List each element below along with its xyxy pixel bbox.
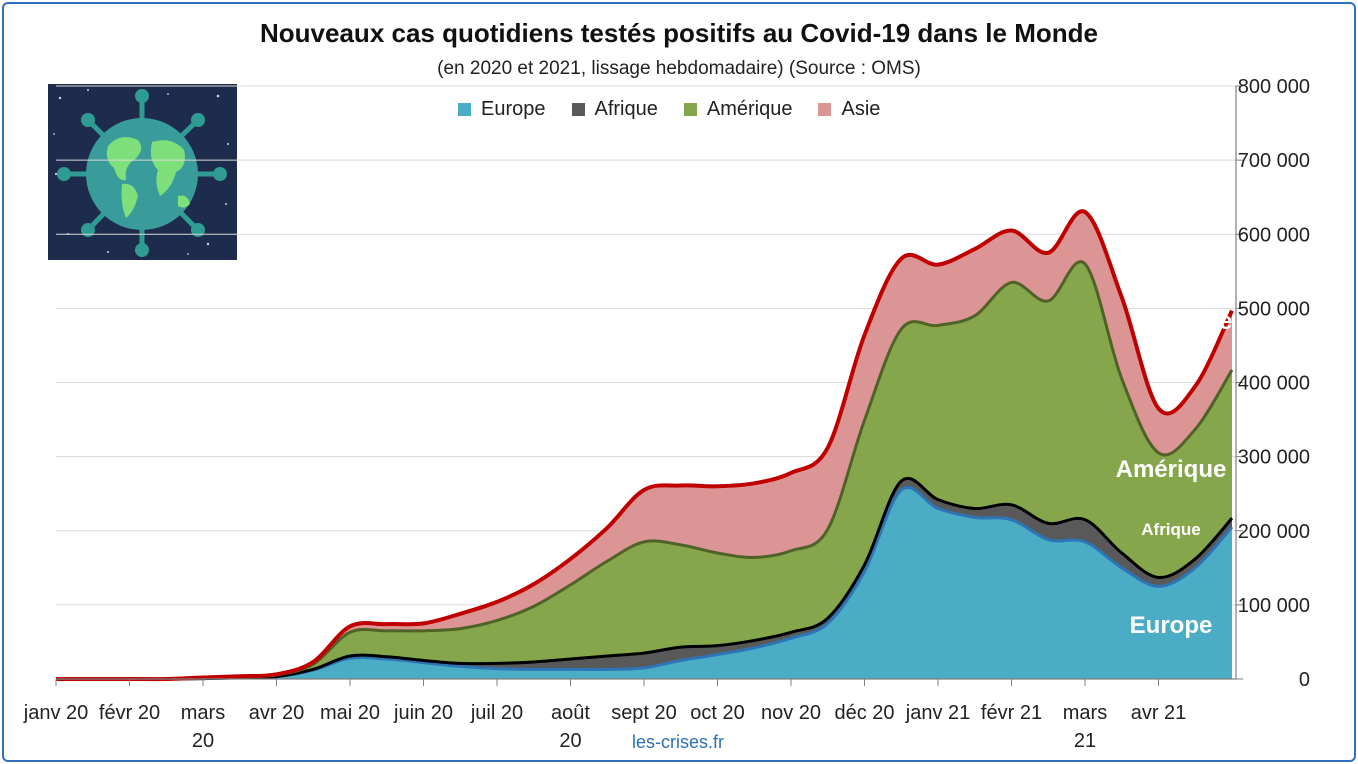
inline-label-afrique: Afrique (1141, 520, 1201, 539)
x-tick-label-line2: 21 (1074, 730, 1096, 752)
area-europe (56, 487, 1232, 680)
legend-swatch-afrique (571, 103, 585, 116)
legend-label-afrique: Afrique (594, 98, 658, 120)
y-tick-label: 100 000 (1238, 595, 1310, 617)
x-tick-label: avr 21 (1131, 702, 1187, 724)
x-tick-label: janv 20 (23, 702, 89, 724)
legend-label-amerique: Amérique (706, 98, 793, 120)
x-tick-label: févr 20 (99, 702, 160, 724)
y-tick-label: 700 000 (1238, 150, 1310, 172)
series-lines (56, 209, 1234, 682)
y-tick-label: 400 000 (1238, 373, 1310, 395)
x-tick-label: sept 20 (611, 702, 677, 724)
inline-label-asie: Asie (1182, 308, 1233, 335)
legend-item-amerique: Amérique (683, 98, 793, 121)
inline-label-amerique: Amérique (1116, 456, 1227, 483)
covid-globe-image (48, 84, 237, 260)
y-tick-label: 800 000 (1238, 76, 1310, 98)
x-tick-label-line2: 20 (192, 730, 214, 752)
series-areas (56, 211, 1232, 680)
x-tick-label: août (551, 702, 590, 724)
legend-item-afrique: Afrique (571, 98, 658, 121)
x-tick-label: déc 20 (834, 702, 894, 724)
x-tick-label: mai 20 (320, 702, 380, 724)
legend-swatch-asie (818, 103, 832, 116)
legend-item-asie: Asie (818, 98, 880, 121)
x-tick-label-line2: 20 (559, 730, 581, 752)
legend-label-europe: Europe (481, 98, 546, 120)
x-tick-label: janv 21 (905, 702, 971, 724)
x-tick-label: juil 20 (470, 702, 523, 724)
x-axis-tick-labels: janv 20 févr 20 mars 20 avr 20 mai 20 juin 20 j… (23, 702, 1187, 752)
x-tick-label: nov 20 (761, 702, 821, 724)
area-amerique (56, 261, 1232, 680)
y-tick-label: 0 (1299, 669, 1310, 691)
y-tick-label: 500 000 (1238, 298, 1310, 320)
y-tick-label: 300 000 (1238, 447, 1310, 469)
legend-item-europe: Europe (458, 98, 546, 121)
x-tick-label: févr 21 (981, 702, 1042, 724)
y-tick-label: 600 000 (1238, 224, 1310, 246)
x-tick-label: juin 20 (393, 702, 453, 724)
y-axis-tick-labels: 0 100 000 200 000 300 000 400 000 500 000 600 … (1238, 76, 1310, 691)
legend-swatch-amerique (683, 103, 697, 116)
legend-swatch-europe (458, 103, 471, 116)
x-tick-label: mars (181, 702, 225, 724)
legend-label-asie: Asie (841, 98, 881, 120)
source-credit: les-crises.fr (632, 732, 725, 752)
line-asie (56, 209, 1234, 682)
chart-subtitle: (en 2020 et 2021, lissage hebdomadaire) … (437, 58, 921, 79)
chart-legend: Europe Afrique Amérique Asie (458, 98, 880, 121)
axes (55, 86, 1237, 686)
inline-label-europe: Europe (1130, 612, 1213, 639)
x-tick-label: oct 20 (690, 702, 744, 724)
chart-title: Nouveaux cas quotidiens testés positifs … (260, 18, 1098, 48)
x-tick-label: mars (1063, 702, 1107, 724)
y-tick-label: 200 000 (1238, 521, 1310, 543)
x-tick-label: avr 20 (249, 702, 305, 724)
